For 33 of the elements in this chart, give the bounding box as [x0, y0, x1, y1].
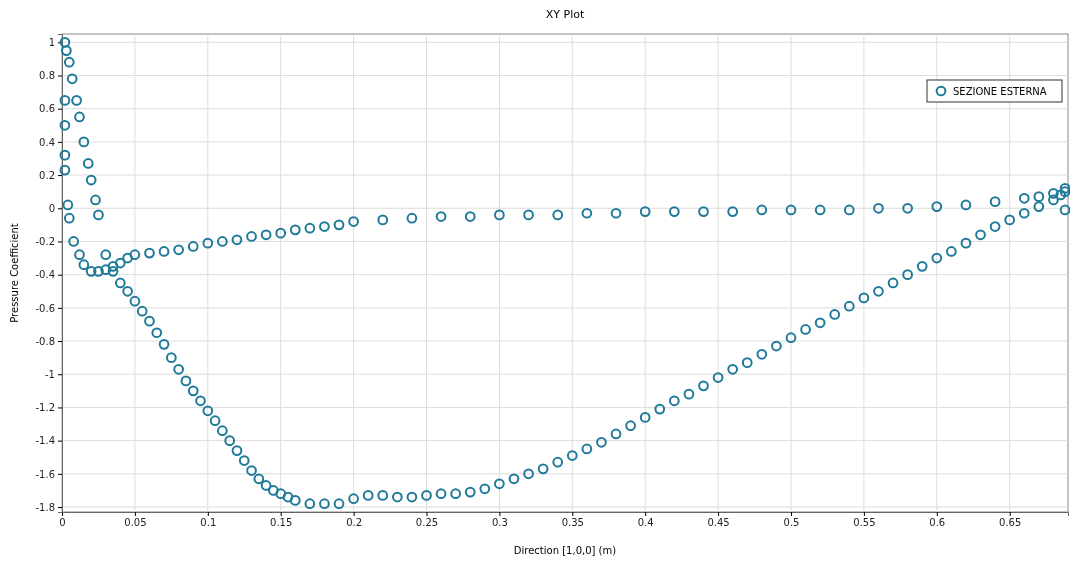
legend-label: SEZIONE ESTERNA — [953, 86, 1047, 97]
y-tick-label: -1.4 — [35, 435, 55, 447]
x-tick-label: 0.55 — [853, 517, 876, 529]
x-tick-label: 0.65 — [999, 517, 1022, 529]
y-tick-label: -1.2 — [35, 402, 55, 414]
y-tick-label: -1 — [45, 368, 55, 380]
x-tick-label: 0.2 — [346, 517, 363, 529]
y-tick-label: -0.2 — [35, 236, 55, 248]
y-tick-label: -0.6 — [35, 302, 55, 314]
y-tick-label: 0.4 — [39, 136, 55, 148]
x-tick-label: 0.35 — [561, 517, 584, 529]
y-tick-label: 1 — [48, 37, 55, 48]
x-tick-label: 0.5 — [783, 517, 800, 529]
y-tick-label: 0.6 — [39, 103, 55, 115]
x-axis-title: Direction [1,0,0] (m) — [513, 545, 617, 556]
y-axis-title: Pressure Coefficient — [9, 223, 20, 323]
x-tick-label: 0.3 — [491, 517, 508, 529]
y-tick-label: -0.4 — [35, 269, 55, 281]
y-tick-label: -1.6 — [35, 468, 55, 480]
y-tick-label: -0.8 — [35, 335, 55, 347]
y-tick-label: 0.8 — [39, 70, 55, 82]
x-tick-label: 0.25 — [415, 517, 439, 529]
y-tick-label: -1.8 — [35, 501, 55, 513]
y-tick-label: 0.2 — [39, 169, 55, 181]
chart-title: XY Plot — [545, 8, 585, 21]
x-tick-label: 0.15 — [270, 517, 293, 529]
x-tick-label: 0.4 — [637, 517, 654, 529]
x-tick-label: 0.05 — [124, 517, 147, 529]
x-tick-label: 0.45 — [707, 517, 730, 529]
x-tick-label: 0.1 — [200, 517, 217, 529]
y-tick-label: 0 — [48, 202, 55, 214]
x-tick-label: 0 — [59, 517, 66, 529]
x-tick-label: 0.6 — [929, 517, 946, 529]
